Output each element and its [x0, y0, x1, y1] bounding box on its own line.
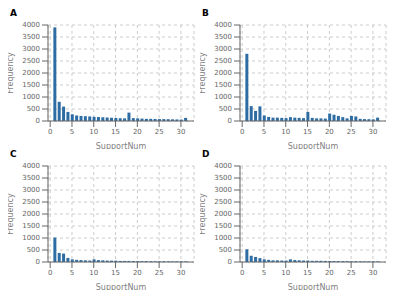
- svg-text:3500: 3500: [22, 174, 40, 182]
- svg-text:1000: 1000: [22, 234, 40, 242]
- svg-text:3500: 3500: [22, 33, 40, 41]
- svg-text:0: 0: [36, 117, 40, 125]
- svg-text:5: 5: [262, 269, 266, 277]
- svg-text:25: 25: [347, 269, 356, 277]
- svg-text:2000: 2000: [22, 210, 40, 218]
- svg-text:Frequency: Frequency: [200, 52, 207, 94]
- svg-text:SupportNum: SupportNum: [96, 142, 147, 149]
- svg-text:0: 0: [48, 128, 52, 136]
- svg-text:0: 0: [228, 117, 232, 125]
- svg-text:4000: 4000: [214, 162, 232, 170]
- svg-text:500: 500: [219, 105, 232, 113]
- html-text:C: C: [10, 149, 17, 159]
- svg-text:30: 30: [368, 269, 377, 277]
- svg-text:1000: 1000: [214, 234, 232, 242]
- html-text:D: D: [202, 149, 210, 159]
- svg-text:25: 25: [347, 128, 356, 136]
- svg-text:3500: 3500: [214, 33, 232, 41]
- svg-text:10: 10: [89, 269, 98, 277]
- svg-text:15: 15: [111, 128, 120, 136]
- svg-text:30: 30: [368, 128, 377, 136]
- svg-text:20: 20: [325, 269, 334, 277]
- svg-text:20: 20: [325, 128, 334, 136]
- svg-text:0: 0: [48, 269, 52, 277]
- svg-text:4000: 4000: [22, 162, 40, 170]
- svg-text:20: 20: [133, 269, 142, 277]
- svg-text:2000: 2000: [214, 69, 232, 77]
- svg-text:5: 5: [70, 269, 74, 277]
- svg-text:SupportNum: SupportNum: [288, 283, 339, 290]
- svg-text:0: 0: [228, 258, 232, 266]
- svg-text:30: 30: [176, 269, 185, 277]
- svg-text:5: 5: [262, 128, 266, 136]
- svg-text:SupportNum: SupportNum: [96, 283, 147, 290]
- svg-text:2000: 2000: [214, 210, 232, 218]
- svg-text:500: 500: [27, 105, 40, 113]
- svg-text:1500: 1500: [22, 222, 40, 230]
- svg-text:0: 0: [240, 269, 244, 277]
- svg-text:3500: 3500: [214, 174, 232, 182]
- svg-text:10: 10: [281, 128, 290, 136]
- svg-text:2500: 2500: [22, 198, 40, 206]
- svg-text:25: 25: [155, 269, 164, 277]
- svg-text:10: 10: [89, 128, 98, 136]
- svg-text:Frequency: Frequency: [8, 193, 15, 235]
- svg-text:2000: 2000: [22, 69, 40, 77]
- svg-text:1000: 1000: [214, 93, 232, 101]
- svg-text:15: 15: [303, 128, 312, 136]
- svg-text:25: 25: [155, 128, 164, 136]
- svg-text:10: 10: [281, 269, 290, 277]
- html-text:A: A: [10, 8, 17, 18]
- svg-text:500: 500: [219, 246, 232, 254]
- svg-text:15: 15: [303, 269, 312, 277]
- svg-text:4000: 4000: [214, 21, 232, 29]
- svg-text:0: 0: [36, 258, 40, 266]
- svg-text:1500: 1500: [214, 222, 232, 230]
- svg-text:1500: 1500: [214, 81, 232, 89]
- svg-text:SupportNum: SupportNum: [288, 142, 339, 149]
- svg-text:3000: 3000: [214, 186, 232, 194]
- svg-text:15: 15: [111, 269, 120, 277]
- svg-text:1000: 1000: [22, 93, 40, 101]
- svg-text:3000: 3000: [22, 186, 40, 194]
- svg-text:30: 30: [176, 128, 185, 136]
- svg-text:3000: 3000: [214, 45, 232, 53]
- svg-text:2500: 2500: [22, 57, 40, 65]
- svg-text:2500: 2500: [214, 198, 232, 206]
- svg-text:20: 20: [133, 128, 142, 136]
- svg-text:4000: 4000: [22, 21, 40, 29]
- svg-text:500: 500: [27, 246, 40, 254]
- svg-text:1500: 1500: [22, 81, 40, 89]
- svg-text:5: 5: [70, 128, 74, 136]
- html-text:B: B: [202, 8, 209, 18]
- svg-text:Frequency: Frequency: [8, 52, 15, 94]
- svg-text:2500: 2500: [214, 57, 232, 65]
- svg-text:0: 0: [240, 128, 244, 136]
- svg-text:3000: 3000: [22, 45, 40, 53]
- svg-text:Frequency: Frequency: [200, 193, 207, 235]
